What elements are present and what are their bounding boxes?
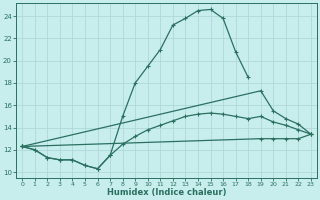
X-axis label: Humidex (Indice chaleur): Humidex (Indice chaleur) [107,188,226,197]
